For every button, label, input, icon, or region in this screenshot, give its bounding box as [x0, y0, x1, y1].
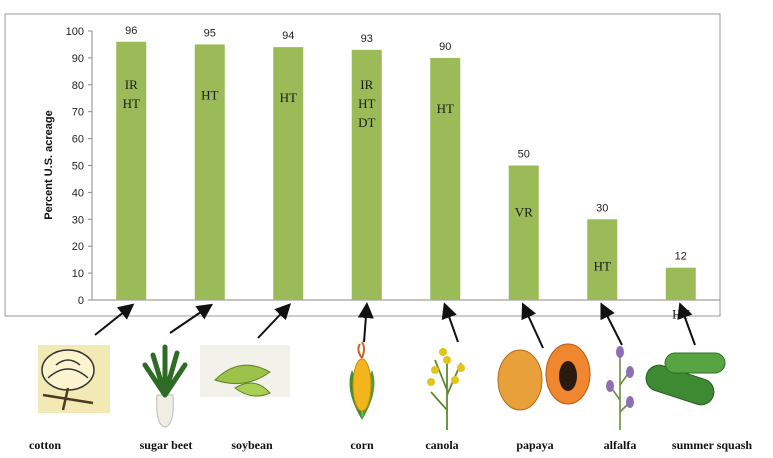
- y-tick-label: 80: [72, 80, 84, 92]
- crop-name: papaya: [516, 438, 553, 452]
- y-tick-label: 20: [72, 241, 84, 253]
- crop-name: cotton: [29, 438, 61, 452]
- crop-name: summer squash: [672, 438, 752, 452]
- pointer-arrow: [94, 303, 135, 336]
- cotton-boll-icon: [38, 345, 110, 413]
- trait-label: HT: [123, 96, 140, 111]
- y-tick-label: 100: [66, 26, 84, 38]
- data-label: 94: [282, 30, 294, 42]
- pointer-arrow: [169, 303, 214, 334]
- trait-label: HT: [201, 87, 218, 102]
- corn-cob-icon: [349, 341, 375, 420]
- pointer-arrow: [677, 302, 696, 346]
- y-axis-label: Percent U.S. acreage: [43, 110, 55, 219]
- crop-name: alfalfa: [604, 438, 637, 452]
- bar-papaya: [508, 165, 539, 300]
- trait-label: IR: [125, 77, 138, 92]
- y-tick-label: 90: [72, 53, 84, 65]
- pointer-arrow: [357, 302, 374, 343]
- trait-label: VR: [515, 205, 533, 220]
- data-label: 96: [125, 25, 137, 37]
- canola-flower-icon: [427, 348, 465, 430]
- pointer-arrow: [521, 302, 544, 349]
- data-label: 93: [361, 33, 373, 45]
- bar-alfalfa: [587, 219, 618, 300]
- soybean-pod-icon: [200, 345, 290, 397]
- crop-name: canola: [425, 438, 458, 452]
- data-label: 90: [439, 41, 451, 53]
- pointer-arrow: [600, 302, 623, 346]
- y-tick-label: 50: [72, 161, 84, 173]
- trait-label: HT: [594, 258, 611, 273]
- bar-sugar-beet: [194, 44, 225, 301]
- y-tick-label: 60: [72, 134, 84, 146]
- trait-label: HT: [437, 101, 454, 116]
- y-tick-label: 30: [72, 214, 84, 226]
- y-tick-label: 0: [78, 295, 84, 307]
- summer-squash-icon: [645, 352, 726, 406]
- trait-label: HT: [358, 96, 375, 111]
- data-label: 12: [675, 251, 687, 263]
- trait-label: HT: [280, 90, 297, 105]
- y-tick-label: 70: [72, 107, 84, 119]
- crop-name: corn: [350, 438, 374, 452]
- bar-canola: [430, 57, 461, 301]
- bar-soybean: [273, 47, 304, 300]
- papaya-fruit-icon: [497, 343, 591, 411]
- y-tick-label: 40: [72, 187, 84, 199]
- data-label: 50: [518, 149, 530, 161]
- sugar-beet-icon: [142, 344, 188, 428]
- data-label: 30: [596, 202, 608, 214]
- data-label: 95: [204, 27, 216, 39]
- pointer-arrow: [441, 302, 459, 343]
- crop-name: soybean: [231, 438, 273, 452]
- y-tick-label: 10: [72, 268, 84, 280]
- crop-name: sugar beet: [140, 438, 193, 452]
- bar-summer-squash: [665, 267, 696, 300]
- trait-label: IR: [360, 77, 373, 92]
- alfalfa-plant-icon: [606, 346, 634, 430]
- trait-label: DT: [358, 115, 375, 130]
- pointer-arrow: [257, 303, 291, 339]
- bar-cotton: [116, 41, 147, 300]
- bar-corn: [351, 49, 382, 300]
